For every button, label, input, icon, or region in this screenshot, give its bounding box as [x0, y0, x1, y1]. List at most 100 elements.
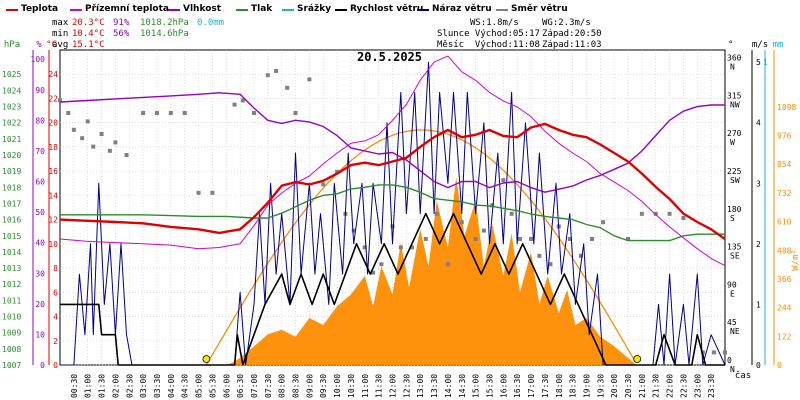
wind-direction-point [85, 119, 90, 124]
legend-label: Náraz větru [432, 4, 492, 14]
tick-pressure: 1008 [2, 345, 21, 354]
tick-solar: 0 [777, 361, 782, 370]
tick-time: 21:30 [652, 374, 661, 398]
legend-swatch [236, 9, 248, 11]
legend-swatch [417, 9, 429, 11]
tick-pressure: 1016 [2, 216, 21, 225]
wind-direction-point [423, 237, 428, 241]
tick-time: 09:30 [319, 374, 328, 398]
wind-direction-point [58, 98, 62, 103]
tick-wind: 1 [756, 300, 761, 309]
tick-time: 03:30 [153, 374, 162, 398]
tick-pressure: 1025 [2, 70, 21, 79]
axis-unit-rain: mm [773, 40, 784, 50]
wind-direction-point [509, 211, 514, 216]
tick-pressure: 1010 [2, 313, 21, 322]
tick-direction-name: S [730, 214, 735, 223]
series-line-rychlost-v-tru [60, 212, 725, 366]
wind-direction-point [285, 85, 290, 90]
tick-time: 16:00 [499, 374, 508, 398]
tick-time: 17:30 [541, 374, 550, 398]
wind-direction-point [626, 237, 631, 241]
tick-time: 01:30 [98, 374, 107, 398]
legend-label: Rychlost větru [350, 4, 424, 14]
stat-min-label: min [52, 29, 69, 39]
stat-max-rain: 0.0mm [197, 18, 225, 28]
tick-time: 00:30 [70, 374, 79, 398]
axis-unit-wind: m/s [752, 40, 768, 50]
tick-time: 19:00 [582, 374, 591, 398]
tick-temperature: 2 [53, 337, 58, 346]
stat-avg-temp: 15.1°C [72, 40, 105, 50]
sunset-marker [633, 355, 642, 363]
tick-time: 14:00 [444, 374, 453, 398]
tick-temperature: 12 [48, 216, 58, 225]
tick-pressure: 1022 [2, 119, 21, 128]
tick-time: 21:00 [638, 374, 647, 398]
tick-rain: 1 [763, 58, 768, 67]
wind-direction-point [390, 224, 395, 229]
wind-direction-point [321, 182, 326, 187]
wind-direction-point [681, 216, 686, 220]
wind-direction-point [501, 178, 506, 183]
tick-time: 07:00 [250, 374, 259, 398]
chart-date-title: 20.5.2025 [357, 50, 422, 64]
tick-direction-deg: 225 [727, 167, 742, 176]
series-line-vlhkost [59, 92, 725, 193]
wind-direction-point [251, 111, 256, 115]
axis-unit-pressure: hPa [4, 40, 20, 50]
wind-direction-point [371, 270, 376, 275]
tick-time: 05:00 [195, 374, 204, 398]
legend-label: Tlak [251, 4, 273, 14]
stat-min-temp: 10.4°C [72, 29, 105, 39]
tick-time: 19:30 [596, 374, 605, 398]
wind-direction-point [473, 237, 478, 241]
stat-max-press: 1018.2hPa [140, 18, 189, 28]
wind-direction-point [548, 262, 553, 267]
tick-humidity: 0 [40, 361, 45, 370]
tick-wind: 5 [756, 58, 761, 67]
wind-direction-point [274, 69, 279, 73]
tick-time: 23:30 [707, 374, 716, 398]
tick-time: 11:00 [361, 374, 370, 398]
tick-direction-name: N [730, 63, 735, 72]
wind-direction-point [240, 98, 245, 103]
axis-unit-direction: ° [728, 40, 733, 50]
wind-direction-point [529, 237, 534, 241]
tick-time: 20:30 [624, 374, 633, 398]
axis-unit-temperature: °C [46, 40, 57, 50]
tick-time: 10:00 [333, 374, 342, 398]
tick-humidity: 90 [35, 86, 45, 95]
wind-direction-point [168, 111, 173, 115]
tick-time: 06:00 [222, 374, 231, 398]
tick-time: 16:30 [513, 374, 522, 398]
wind-direction-point [459, 220, 464, 225]
stat-moonset: Západ:11:03 [542, 40, 602, 50]
solar-theoretical-curve [205, 129, 637, 366]
tick-time: 03:00 [139, 374, 148, 398]
wind-direction-point [154, 111, 159, 115]
wind-direction-point [99, 132, 104, 136]
tick-solar: 732 [777, 189, 792, 198]
tick-temperature: 20 [48, 119, 58, 128]
tick-wind: 0 [756, 361, 761, 370]
tick-time: 18:00 [555, 374, 564, 398]
wind-direction-point [409, 245, 414, 250]
tick-pressure: 1020 [2, 151, 21, 160]
tick-time: 08:30 [292, 374, 301, 398]
stat-ws: WS:1.8m/s [470, 18, 519, 28]
tick-time: 11:30 [375, 374, 384, 398]
stat-moon: Měsíc Východ:11:08 [437, 40, 540, 50]
legend-swatch [168, 9, 180, 11]
tick-direction-deg: 270 [727, 129, 742, 138]
tick-humidity: 40 [35, 239, 45, 248]
tick-time: 15:30 [485, 374, 494, 398]
tick-humidity: 80 [35, 116, 45, 125]
wind-direction-point [351, 228, 356, 233]
wind-direction-point [639, 211, 644, 216]
tick-humidity: 20 [35, 300, 45, 309]
tick-humidity: 70 [35, 147, 45, 156]
tick-time: 22:00 [666, 374, 675, 398]
